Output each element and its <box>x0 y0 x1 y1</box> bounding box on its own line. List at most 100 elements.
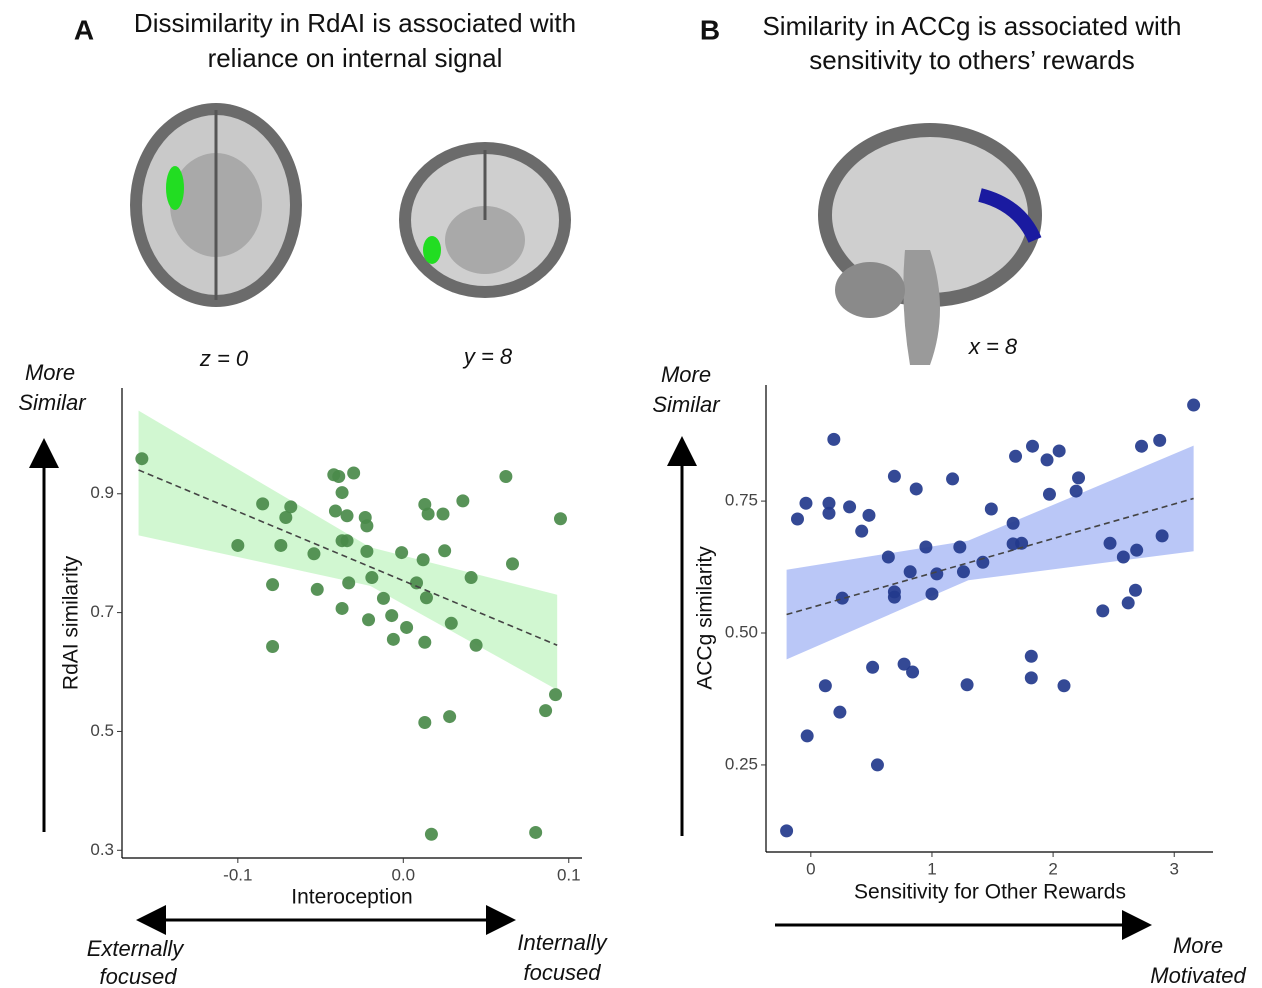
point <box>1104 537 1117 550</box>
point <box>976 556 989 569</box>
point <box>1129 584 1142 597</box>
point <box>925 587 938 600</box>
point <box>1009 450 1022 463</box>
point <box>418 636 431 649</box>
y-tick-label: 0.25 <box>725 754 758 773</box>
x-tick-label: 2 <box>1048 859 1057 878</box>
x-tick-label: 0 <box>806 859 815 878</box>
arrow-label: More <box>661 362 711 387</box>
panel-label: A <box>74 14 94 45</box>
point <box>1053 444 1066 457</box>
point <box>871 758 884 771</box>
point <box>819 679 832 692</box>
point <box>443 710 456 723</box>
point <box>347 466 360 479</box>
point <box>341 534 354 547</box>
panel-label: B <box>700 14 720 45</box>
point <box>549 688 562 701</box>
arrow-label: Internally <box>517 930 608 955</box>
coronal-brain <box>399 142 571 298</box>
x-tick-label: 0.1 <box>557 865 581 884</box>
point <box>780 824 793 837</box>
arrow-label: Externally <box>87 936 186 961</box>
point <box>470 639 483 652</box>
point <box>360 519 373 532</box>
point <box>1025 650 1038 663</box>
point <box>554 512 567 525</box>
point <box>418 716 431 729</box>
point <box>822 507 835 520</box>
point <box>904 565 917 578</box>
axial-brain <box>130 103 302 307</box>
chart-title: sensitivity to others’ rewards <box>809 45 1135 75</box>
point <box>445 617 458 630</box>
chart-title: Dissimilarity in RdAI is associated with <box>134 8 576 38</box>
x-tick-label: 1 <box>927 859 936 878</box>
point <box>360 545 373 558</box>
point <box>456 494 469 507</box>
point <box>135 452 148 465</box>
point <box>801 729 814 742</box>
point <box>539 704 552 717</box>
point <box>827 433 840 446</box>
point <box>342 576 355 589</box>
point <box>888 591 901 604</box>
point <box>799 497 812 510</box>
point <box>833 706 846 719</box>
point <box>365 571 378 584</box>
figure: A Dissimilarity in RdAI is associated wit… <box>0 0 1262 988</box>
point <box>438 544 451 557</box>
point <box>284 500 297 513</box>
confidence-band <box>139 411 558 690</box>
point <box>843 500 856 513</box>
point <box>437 507 450 520</box>
point <box>1130 544 1143 557</box>
x-tick-label: 0.0 <box>391 865 415 884</box>
y-tick-label: 0.75 <box>725 491 758 510</box>
arrow-label: Similar <box>652 392 721 417</box>
point <box>336 486 349 499</box>
point <box>307 547 320 560</box>
y-tick-label: 0.50 <box>725 622 758 641</box>
point <box>946 472 959 485</box>
y-tick-label: 0.7 <box>90 602 114 621</box>
point <box>919 540 932 553</box>
point <box>862 509 875 522</box>
point <box>266 578 279 591</box>
point <box>422 507 435 520</box>
y-tick-label: 0.9 <box>90 483 114 502</box>
point <box>1156 529 1169 542</box>
y-axis-title: ACCg similarity <box>694 546 717 690</box>
point <box>1058 679 1071 692</box>
x-tick-label: 3 <box>1170 859 1179 878</box>
point <box>311 583 324 596</box>
point <box>274 539 287 552</box>
point <box>1070 485 1083 498</box>
chart-title: reliance on internal signal <box>208 43 503 73</box>
point <box>336 602 349 615</box>
point <box>910 482 923 495</box>
point <box>888 470 901 483</box>
point <box>529 826 542 839</box>
point <box>1007 517 1020 530</box>
point <box>855 525 868 538</box>
point <box>1117 551 1130 564</box>
point <box>332 470 345 483</box>
point <box>1187 399 1200 412</box>
image-label: y = 8 <box>462 344 513 369</box>
image-label: z = 0 <box>199 346 249 371</box>
point <box>465 571 478 584</box>
arrow-label: focused <box>99 964 177 988</box>
point <box>985 503 998 516</box>
point <box>400 621 413 634</box>
point <box>1043 488 1056 501</box>
point <box>953 540 966 553</box>
x-tick-label: -0.1 <box>223 865 252 884</box>
point <box>1153 434 1166 447</box>
point <box>377 592 390 605</box>
point <box>906 666 919 679</box>
sagittal-brain <box>818 123 1042 365</box>
point <box>256 497 269 510</box>
point <box>231 539 244 552</box>
point <box>961 678 974 691</box>
